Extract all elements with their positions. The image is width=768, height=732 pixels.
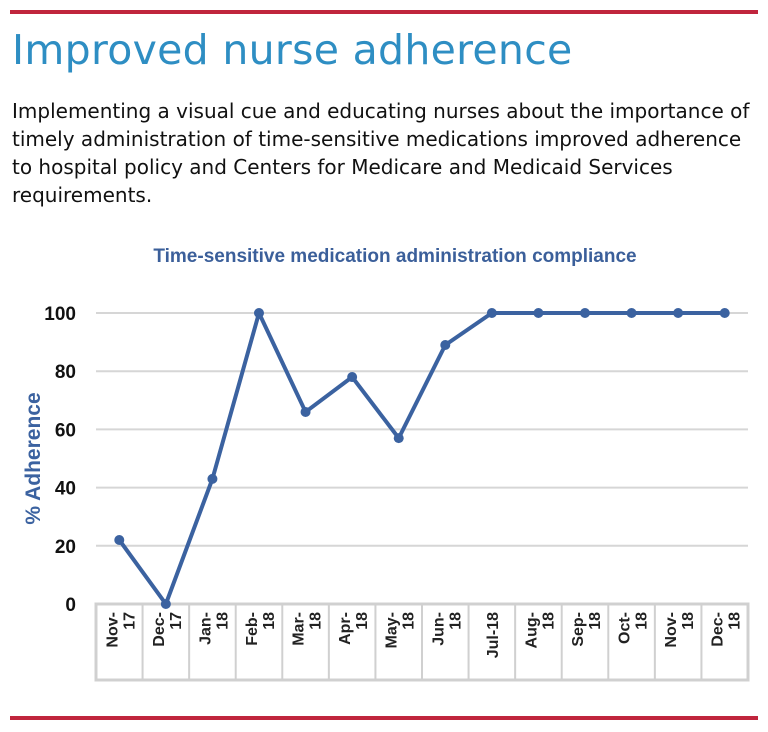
- data-point: [347, 372, 358, 383]
- description: Implementing a visual cue and educating …: [12, 99, 750, 207]
- x-tick-label: Nov-17: [104, 612, 138, 648]
- x-tick-label: Sep-18: [570, 612, 604, 647]
- x-tick-label: Dec-17: [151, 612, 185, 647]
- series-line: [117, 311, 725, 606]
- x-tick-label: Nov-18: [663, 612, 697, 648]
- y-axis-label: % Adherence: [22, 392, 45, 524]
- y-tick-label: 20: [55, 537, 76, 558]
- x-tick-label: Jan-18: [197, 612, 231, 645]
- x-tick-label: Oct-18: [617, 612, 651, 644]
- x-tick-label: Jun-18: [430, 612, 464, 646]
- data-point: [719, 308, 730, 318]
- x-tick-label: Aug-18: [523, 612, 557, 649]
- x-tick-label: Apr-18: [337, 612, 371, 645]
- data-point: [254, 308, 264, 318]
- page-title: Improved nurse adherence: [12, 26, 573, 74]
- chart-title: Time-sensitive medication administration…: [153, 246, 636, 267]
- x-tick-label: May-18: [384, 612, 418, 649]
- line-chart: Time-sensitive medication administration…: [22, 246, 750, 682]
- data-point: [626, 308, 637, 318]
- x-tick-label: Mar-18: [291, 612, 325, 646]
- y-tick-label: 60: [55, 420, 76, 441]
- x-tick-label: Jul-18: [485, 612, 502, 658]
- y-tick-label: 40: [55, 479, 76, 500]
- top-rule: [10, 10, 758, 14]
- data-point: [673, 308, 684, 318]
- data-point: [533, 308, 544, 318]
- bottom-rule: [10, 716, 758, 720]
- x-tick-label: Feb-18: [244, 612, 278, 646]
- data-point: [160, 599, 171, 609]
- y-tick-label: 0: [65, 595, 76, 616]
- data-point: [580, 308, 590, 318]
- data-point: [114, 534, 125, 545]
- data-point: [440, 340, 451, 351]
- x-tick-label: Dec-18: [710, 612, 744, 647]
- data-point: [300, 406, 311, 417]
- data-point: [393, 433, 404, 444]
- data-point: [207, 473, 218, 484]
- y-tick-label: 100: [44, 304, 76, 325]
- data-point: [486, 308, 497, 318]
- y-tick-label: 80: [55, 362, 76, 383]
